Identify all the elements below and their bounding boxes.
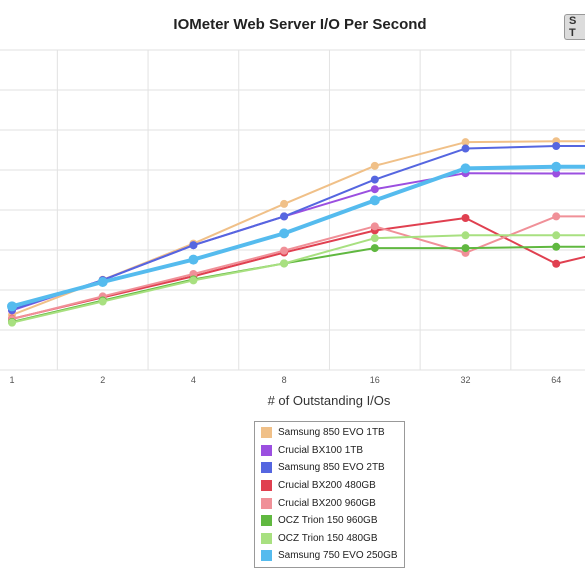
legend-swatch — [261, 497, 272, 509]
data-point — [370, 161, 379, 170]
legend-label: OCZ Trion 150 480GB — [278, 532, 378, 544]
chart-title: IOMeter Web Server I/O Per Second — [173, 16, 427, 33]
x-tick-label: 1 — [9, 375, 14, 385]
x-axis-label: # of Outstanding I/Os — [267, 393, 391, 408]
legend-swatch — [261, 462, 272, 474]
data-point — [188, 254, 199, 265]
legend-label: Crucial BX200 480GB — [278, 480, 376, 492]
data-point — [552, 212, 561, 221]
data-point — [370, 234, 379, 243]
legend-label: Samsung 750 EVO 250GB — [278, 550, 398, 562]
data-point — [460, 163, 471, 174]
legend-item: Crucial BX200 480GB — [255, 477, 404, 495]
data-point — [552, 242, 561, 251]
data-point — [97, 277, 108, 287]
x-tick-label: 16 — [370, 375, 380, 385]
data-point — [280, 246, 289, 255]
data-point — [461, 244, 470, 253]
data-point — [8, 318, 16, 327]
legend-swatch — [261, 550, 272, 562]
legend-swatch — [261, 515, 272, 527]
legend-label: Crucial BX100 1TB — [278, 444, 364, 456]
chart-legend: Samsung 850 EVO 1TB Crucial BX100 1TB Sams… — [254, 421, 405, 568]
data-point — [552, 142, 561, 150]
legend-label: Crucial BX200 960GB — [278, 497, 376, 509]
x-tick-label: 8 — [282, 375, 287, 385]
x-tick-label: 4 — [191, 375, 196, 385]
data-point — [280, 199, 289, 208]
legend-swatch — [261, 480, 272, 492]
legend-label: Samsung 850 EVO 2TB — [278, 462, 385, 474]
data-point — [369, 195, 380, 206]
data-point — [461, 138, 470, 147]
data-point — [461, 214, 470, 222]
data-point — [461, 231, 470, 240]
series-line — [11, 234, 585, 324]
data-point — [189, 241, 198, 250]
data-point — [370, 244, 379, 253]
data-point — [279, 228, 290, 239]
legend-label: Samsung 850 EVO 1TB — [278, 427, 385, 439]
series-line — [11, 164, 585, 309]
data-point — [280, 259, 289, 268]
data-point — [552, 259, 561, 268]
data-point — [551, 161, 562, 172]
legend-swatch — [261, 444, 272, 456]
series-line — [11, 145, 585, 311]
series-line — [11, 217, 585, 320]
legend-item: Crucial BX100 1TB — [255, 442, 404, 460]
data-point — [461, 144, 470, 153]
data-point — [189, 276, 198, 285]
line-chart: 1 2 4 8 16 32 64 — [0, 49, 585, 385]
data-point — [370, 185, 379, 194]
x-tick-label: 64 — [551, 375, 561, 385]
legend-item: Crucial BX200 960GB — [255, 494, 404, 512]
data-point — [98, 297, 107, 306]
x-tick-label: 2 — [100, 375, 105, 385]
legend-item: Samsung 850 EVO 2TB — [255, 459, 404, 477]
data-point — [7, 301, 17, 312]
data-point — [280, 212, 289, 221]
legend-swatch — [261, 532, 272, 544]
data-point — [370, 175, 379, 184]
legend-label: OCZ Trion 150 960GB — [278, 515, 378, 527]
legend-item: Samsung 750 EVO 250GB — [255, 547, 404, 565]
data-point — [552, 231, 561, 240]
data-point — [552, 169, 561, 178]
legend-swatch — [261, 427, 272, 439]
legend-item: OCZ Trion 150 960GB — [255, 512, 404, 530]
legend-item: Samsung 850 EVO 1TB — [255, 424, 404, 442]
data-point — [370, 222, 379, 231]
series-line — [11, 215, 585, 321]
x-tick-label: 32 — [460, 375, 470, 385]
legend-item: OCZ Trion 150 480GB — [255, 530, 404, 548]
